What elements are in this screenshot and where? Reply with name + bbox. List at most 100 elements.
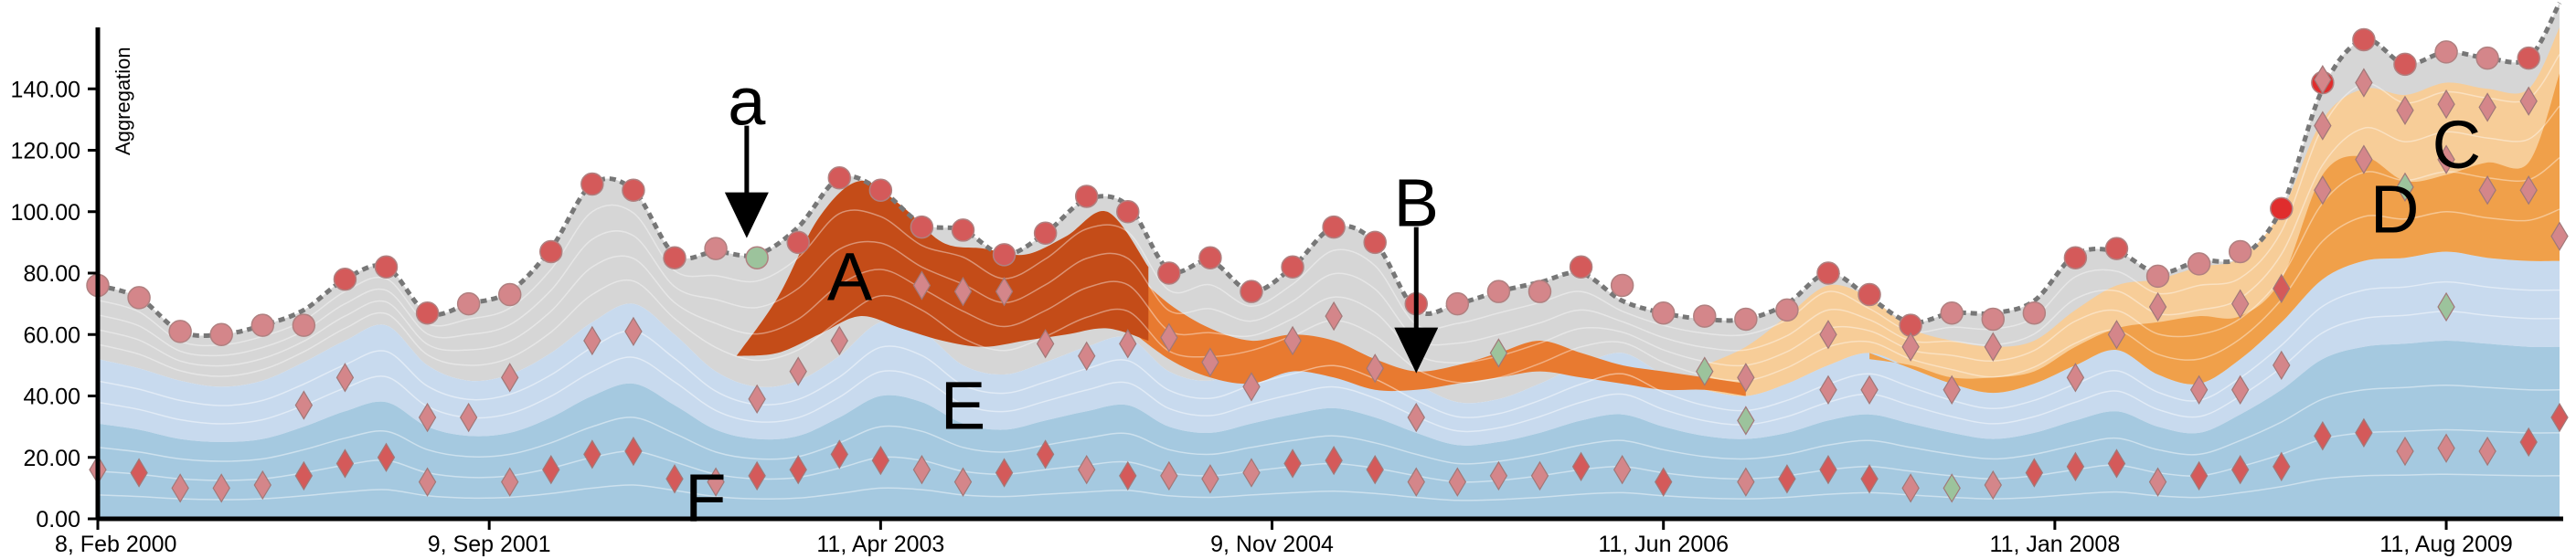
diamond-marker	[1366, 353, 1384, 384]
diamond-marker	[912, 455, 931, 485]
diamond-marker	[995, 277, 1014, 307]
diamond-marker	[2355, 68, 2373, 98]
circle-marker	[1157, 261, 1181, 285]
circle-marker	[910, 215, 934, 239]
diamond-marker	[912, 270, 931, 301]
grey-layer	[98, 3, 2560, 404]
x-tick-label: 11, Jan 2008	[1990, 532, 2121, 557]
diamond-marker	[2396, 436, 2414, 467]
highlight-d-layer	[1869, 73, 2560, 394]
diamond-marker	[2437, 144, 2455, 174]
annotation-label-D: D	[2370, 171, 2419, 247]
diamond-marker	[2273, 350, 2291, 381]
diamond-marker	[294, 460, 314, 491]
diamond-marker	[583, 439, 601, 469]
data-markers	[86, 27, 2569, 503]
diamond-marker	[2273, 273, 2291, 303]
diamond-marker	[871, 445, 890, 476]
diamond-marker	[1655, 467, 1673, 497]
circle-marker	[992, 243, 1017, 267]
diamond-marker	[2230, 455, 2250, 485]
axes: 0.00 20.00 40.00 60.00 80.00 100.00 120.00 140.…	[11, 27, 2563, 557]
y-axis-title: Aggregation	[112, 47, 134, 155]
circle-marker	[374, 255, 399, 280]
diamond-marker	[1242, 458, 1261, 488]
area-lines	[97, 54, 2560, 501]
diamond-marker	[1119, 329, 1137, 359]
circle-marker	[1981, 307, 2006, 332]
diamond-marker	[2107, 448, 2126, 479]
circle-marker	[951, 218, 975, 242]
circle-marker	[2063, 246, 2088, 269]
diamond-marker	[1325, 301, 1343, 332]
x-tick-label: 11, Jun 2006	[1598, 532, 1729, 557]
diamond-marker	[748, 460, 766, 491]
diamond-marker	[2550, 402, 2569, 433]
circle-marker	[1940, 301, 1964, 325]
diamond-marker	[253, 469, 271, 501]
annotation-arrow-head	[724, 192, 769, 238]
diamond-marker	[1201, 464, 1219, 494]
diamond-marker	[2148, 467, 2167, 497]
circle-marker	[250, 313, 275, 337]
circle-marker	[539, 239, 563, 264]
diamond-marker	[1901, 332, 1920, 362]
diamond-marker	[1860, 374, 1879, 405]
diamond-marker	[2148, 291, 2167, 322]
diamond-marker	[377, 442, 396, 472]
circle-marker	[2434, 40, 2458, 64]
diamond-marker	[459, 402, 478, 433]
diamond-marker	[2314, 421, 2332, 451]
circle-marker	[1651, 301, 1676, 325]
annotation-label-E: E	[941, 368, 985, 444]
circle-marker	[415, 301, 440, 325]
diamond-marker	[2437, 291, 2455, 322]
circle-marker	[209, 322, 233, 346]
circle-marker	[827, 166, 852, 190]
diamond-marker	[665, 464, 684, 494]
diamond-marker	[2437, 89, 2455, 120]
diamond-marker	[2396, 95, 2414, 125]
circle-marker	[2022, 301, 2047, 325]
circle-marker	[1610, 273, 1634, 298]
diamond-marker	[2230, 289, 2250, 319]
diamond-marker	[1489, 338, 1508, 368]
x-tick-label: 11, Aug 2009	[2379, 532, 2513, 557]
highlight-c-layer	[1704, 27, 2560, 396]
y-ticks: 0.00 20.00 40.00 60.00 80.00 100.00 120.00 140.…	[11, 77, 98, 533]
y-tick-label: 60.00	[23, 322, 80, 348]
diamond-marker	[2066, 451, 2085, 482]
diamond-marker	[830, 439, 848, 469]
diamond-marker	[171, 473, 189, 503]
circle-marker	[127, 286, 151, 310]
highlight-b-layer	[1127, 267, 1746, 396]
diamond-marker	[1778, 464, 1796, 494]
circle-marker	[1240, 280, 1263, 303]
diamond-marker	[1242, 372, 1261, 402]
circle-marker	[2352, 27, 2376, 52]
diamond-marker	[624, 436, 643, 467]
annotation-arrow-head	[1394, 327, 1439, 374]
diamond-marker	[953, 277, 973, 307]
diamond-marker	[1283, 325, 1302, 356]
x-tick-label: 8, Feb 2000	[55, 532, 176, 557]
diamond-marker	[1984, 332, 2002, 362]
circle-marker	[868, 178, 893, 202]
diamond-marker	[2066, 363, 2085, 393]
circle-marker	[745, 246, 769, 269]
diamond-marker	[2314, 175, 2332, 206]
diamond-marker	[2519, 175, 2538, 206]
circle-marker	[1857, 282, 1881, 307]
circle-marker	[1528, 280, 1552, 303]
diamond-marker	[2273, 451, 2291, 482]
circle-marker	[2145, 264, 2170, 289]
circle-marker	[2187, 252, 2211, 276]
diamond-marker	[1119, 460, 1137, 491]
circle-marker	[1322, 215, 1346, 239]
diamond-marker	[501, 467, 519, 497]
diamond-marker	[1407, 402, 1425, 433]
circle-marker	[1198, 246, 1222, 269]
diamond-marker	[1036, 329, 1055, 359]
circle-marker	[168, 320, 192, 343]
